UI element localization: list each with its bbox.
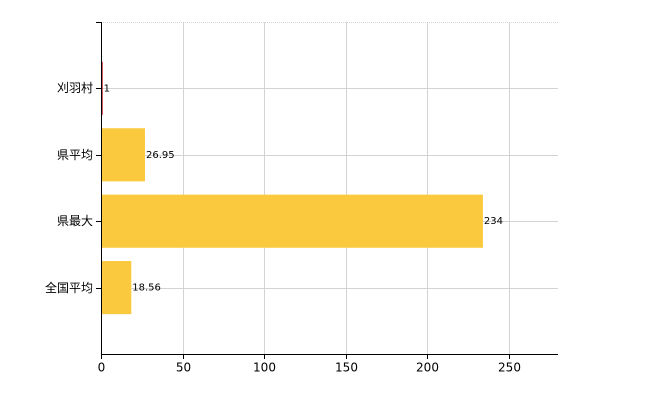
y-tick-label: 県最大 bbox=[57, 214, 93, 228]
x-tick-label: 0 bbox=[98, 361, 106, 375]
y-tick-label: 全国平均 bbox=[45, 280, 93, 295]
bar bbox=[101, 261, 132, 315]
x-tick-label: 100 bbox=[253, 361, 276, 375]
data-label: 1 bbox=[104, 83, 110, 94]
data-label: 18.56 bbox=[132, 283, 161, 294]
x-tick-label: 250 bbox=[498, 361, 521, 375]
y-tick-label: 刈羽村 bbox=[57, 81, 93, 95]
data-label: 26.95 bbox=[146, 150, 175, 161]
data-label: 234 bbox=[484, 216, 503, 227]
x-tick-label: 200 bbox=[416, 361, 439, 375]
bar bbox=[101, 194, 483, 248]
x-tick-label: 50 bbox=[176, 361, 191, 375]
bar bbox=[101, 128, 145, 182]
y-tick-label: 県平均 bbox=[57, 148, 93, 162]
x-tick-label: 150 bbox=[335, 361, 358, 375]
